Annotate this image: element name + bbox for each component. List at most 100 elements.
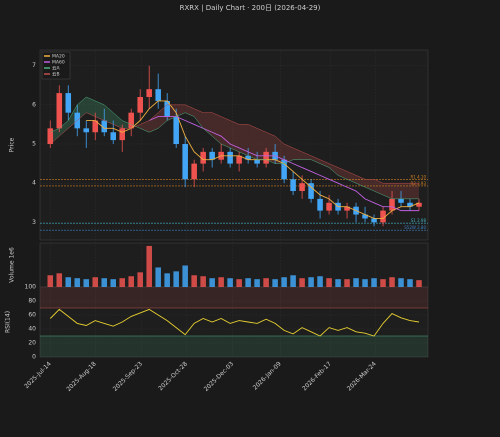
volume-bar <box>344 279 350 287</box>
rsi-line <box>49 308 420 337</box>
oversold-zone <box>40 336 428 357</box>
candle-body <box>56 93 63 129</box>
volume-bar <box>254 279 260 287</box>
cloud-fill <box>221 116 231 148</box>
volume-panel <box>39 242 429 288</box>
candle-body <box>416 202 422 207</box>
volume-bar <box>353 278 359 287</box>
volume-bar <box>371 278 377 287</box>
y-axis-label: Price <box>9 137 16 152</box>
cloud-fill <box>302 151 312 160</box>
cloud-fill <box>365 179 375 192</box>
candle-body <box>263 151 269 164</box>
cloud-fill <box>203 112 213 137</box>
candle-body <box>362 214 368 219</box>
candle-body <box>182 144 188 180</box>
cloud-fill <box>194 108 204 129</box>
candle-body <box>137 97 143 113</box>
volume-bar <box>290 275 296 287</box>
candle-body <box>398 198 404 203</box>
volume-bar <box>308 277 314 287</box>
y-tick-label: 7 <box>32 62 36 69</box>
volume-bar <box>227 278 233 287</box>
cloud-fill <box>230 120 240 152</box>
cloud-fill <box>86 97 96 117</box>
legend-label: MA20 <box>52 54 65 60</box>
legend-label: 云A <box>52 66 60 72</box>
cloud-fill <box>113 112 123 129</box>
cloud-fill <box>392 183 402 199</box>
volume-bar <box>272 279 278 287</box>
volume-bar <box>65 277 72 287</box>
candle-body <box>326 202 332 211</box>
cloud-fill <box>311 155 321 164</box>
y-tick-label: 4 <box>32 180 36 187</box>
candle-body <box>254 159 260 164</box>
series-line <box>86 100 420 219</box>
volume-bar <box>164 273 170 287</box>
cloud-fill <box>320 159 330 168</box>
cloud-fill <box>104 104 114 125</box>
candle-body <box>173 116 179 145</box>
candle-body <box>119 128 125 141</box>
candle-body <box>164 100 170 117</box>
candle-body <box>227 151 233 164</box>
rsi-tick-label: 20 <box>28 340 36 347</box>
cloud-fill <box>95 100 105 121</box>
volume-bar <box>335 279 341 287</box>
volume-bar <box>146 245 152 287</box>
candle-body <box>236 155 242 164</box>
chart-title: RXRX | Daily Chart · 200日 (2026-04-29) <box>180 4 321 12</box>
candle-body <box>281 159 287 180</box>
level-label: R1 4.10 <box>410 174 426 179</box>
volume-bar <box>56 273 63 287</box>
candle-body <box>380 210 386 223</box>
cloud-fill <box>401 183 411 199</box>
level-label: S1 2.98 <box>411 218 427 223</box>
cloud-fill <box>338 167 348 180</box>
volume-bar <box>74 278 81 287</box>
cloud-fill <box>329 163 339 176</box>
volume-bar <box>407 279 413 287</box>
overbought-zone <box>40 287 428 308</box>
y-tick-label: 3 <box>32 219 36 226</box>
cloud-fill <box>59 120 69 137</box>
rsi-tick-label: 0 <box>32 354 36 361</box>
candle-body <box>389 198 395 211</box>
series-line <box>50 96 420 200</box>
volume-bar <box>119 278 125 287</box>
candle-body <box>299 183 305 192</box>
volume-bar <box>182 265 188 287</box>
candle-body <box>308 183 314 199</box>
series-line <box>149 116 420 212</box>
price-panel <box>39 49 429 241</box>
volume-bar <box>209 278 215 287</box>
y-tick-label: 6 <box>32 101 36 108</box>
rsi-tick-label: 40 <box>28 326 36 333</box>
cloud-fill <box>284 144 294 164</box>
candle-body <box>371 218 377 223</box>
cloud-fill <box>248 124 258 160</box>
legend-label: MA60 <box>52 60 65 66</box>
volume-bar <box>398 278 404 287</box>
volume-bar <box>317 276 323 287</box>
volume-axis-label: Volume 1e6 <box>9 247 16 283</box>
volume-bar <box>236 279 242 287</box>
cloud-fill <box>293 147 303 160</box>
cloud-fill <box>140 120 150 133</box>
candle-body <box>191 163 197 180</box>
volume-bar <box>191 275 197 287</box>
rsi-tick-label: 80 <box>28 298 36 305</box>
candle-body <box>200 151 206 164</box>
volume-bar <box>101 278 108 287</box>
candle-body <box>128 112 134 129</box>
series-line <box>50 104 420 184</box>
candle-body <box>290 179 296 192</box>
level-label: S52W 2.80 <box>404 225 426 230</box>
volume-bar <box>416 280 422 287</box>
volume-bar <box>47 275 54 287</box>
cloud-fill <box>356 175 366 188</box>
cloud-fill <box>212 112 222 145</box>
cloud-fill <box>347 171 357 184</box>
